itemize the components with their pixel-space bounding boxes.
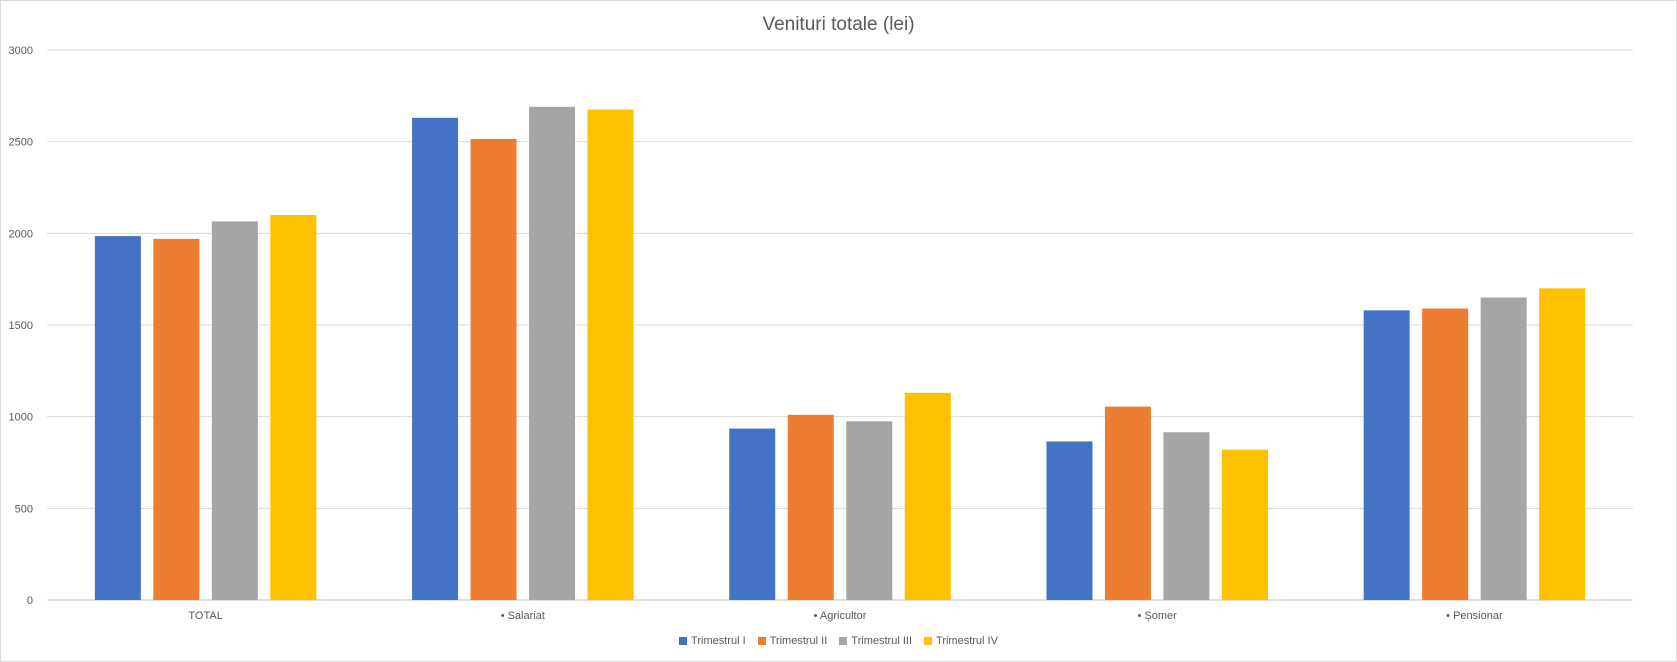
- legend-label: Trimestrul I: [691, 635, 746, 647]
- bar-chart: 0 500 1000 1500 2000 2500 3000 TOTAL • Salariat •…: [9, 45, 1633, 622]
- legend-item: Trimestrul I: [679, 635, 746, 647]
- legend-label: Trimestrul IV: [936, 635, 998, 647]
- y-tick-label: 2000: [9, 228, 33, 240]
- chart-legend: Trimestrul I Trimestrul II Trimestrul III T…: [1, 635, 1676, 647]
- bar-4-2: [1104, 406, 1151, 600]
- bar-2-4: [587, 109, 634, 600]
- x-tick-label: • Salariat: [501, 610, 545, 622]
- y-tick-label: 0: [27, 595, 33, 607]
- legend-swatch: [839, 637, 848, 645]
- bar-5-2: [1422, 308, 1469, 600]
- y-tick-label: 1500: [9, 320, 33, 332]
- x-tick-label: • Șomer: [1138, 610, 1178, 622]
- y-tick-label: 2500: [9, 137, 33, 149]
- legend-swatch: [924, 637, 933, 645]
- bar-1-3: [211, 221, 258, 600]
- legend-item: Trimestrul III: [839, 635, 912, 647]
- bar-4-1: [1046, 441, 1093, 600]
- x-tick-label: TOTAL: [188, 610, 222, 622]
- bar-3-2: [787, 414, 834, 600]
- bar-2-2: [470, 138, 517, 600]
- bar-4-3: [1163, 432, 1210, 600]
- bar-5-1: [1363, 310, 1410, 600]
- bar-3-4: [904, 392, 951, 600]
- x-tick-label: • Pensionar: [1446, 610, 1503, 622]
- bar-1-2: [153, 238, 200, 601]
- x-tick-label: • Agricultor: [814, 610, 867, 622]
- legend-label: Trimestrul II: [769, 635, 828, 647]
- bar-5-3: [1480, 297, 1527, 600]
- bar-1-4: [270, 215, 317, 600]
- bar-3-1: [729, 428, 776, 600]
- legend-item: Trimestrul II: [757, 635, 828, 647]
- bar-4-4: [1221, 449, 1268, 600]
- y-tick-label: 500: [15, 503, 33, 515]
- legend-label: Trimestrul III: [851, 635, 913, 647]
- legend-item: Trimestrul IV: [924, 635, 998, 647]
- bar-2-3: [529, 106, 576, 600]
- y-tick-label: 3000: [9, 45, 33, 57]
- chart-title: Venituri totale (lei): [762, 14, 915, 35]
- bar-2-1: [412, 117, 459, 600]
- legend-swatch: [679, 637, 688, 645]
- y-tick-label: 1000: [9, 412, 33, 424]
- bar-5-4: [1539, 288, 1586, 600]
- legend-swatch: [757, 637, 766, 645]
- bar-3-3: [846, 421, 893, 600]
- bar-1-1: [94, 236, 141, 601]
